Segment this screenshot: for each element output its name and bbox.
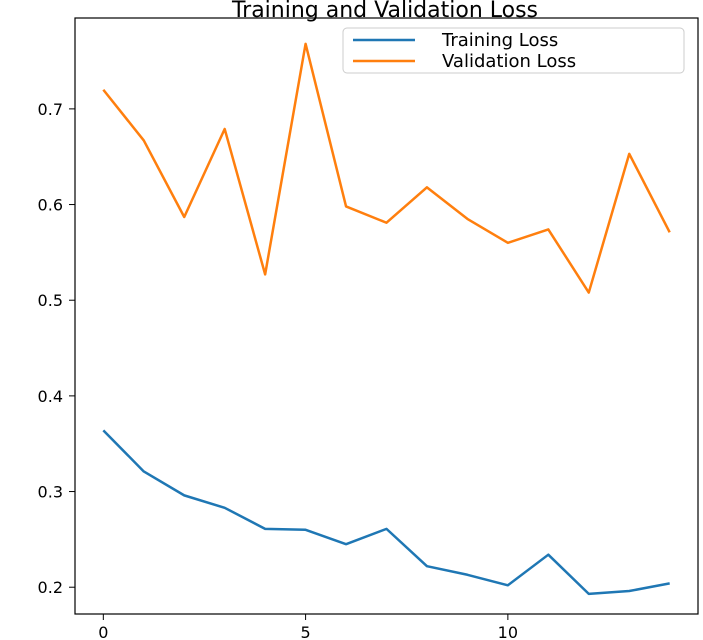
y-tick-label: 0.4 <box>38 387 63 406</box>
x-axis: 0 5 10 <box>98 614 518 640</box>
y-tick-label: 0.2 <box>38 578 63 597</box>
legend: Training Loss Validation Loss <box>342 27 685 74</box>
series-line-validation-loss <box>102 42 671 294</box>
plot-area <box>74 17 699 615</box>
x-tick-label: 5 <box>300 623 310 640</box>
x-tick-label: 0 <box>98 623 108 640</box>
y-axis: 0.2 0.3 0.4 0.5 0.6 0.7 <box>38 100 75 597</box>
legend-label-validation-loss: Validation Loss <box>442 51 576 72</box>
y-tick-label: 0.3 <box>38 483 63 502</box>
legend-label-training-loss: Training Loss <box>441 30 558 51</box>
series-lines <box>102 42 671 596</box>
x-tick-label: 10 <box>498 623 518 640</box>
legend-box <box>342 27 685 74</box>
series-line-training-loss <box>102 429 670 596</box>
chart-title: Training and Validation Loss <box>231 0 538 23</box>
y-tick-label: 0.7 <box>38 100 63 119</box>
y-tick-label: 0.5 <box>38 291 63 310</box>
y-tick-label: 0.6 <box>38 196 63 215</box>
